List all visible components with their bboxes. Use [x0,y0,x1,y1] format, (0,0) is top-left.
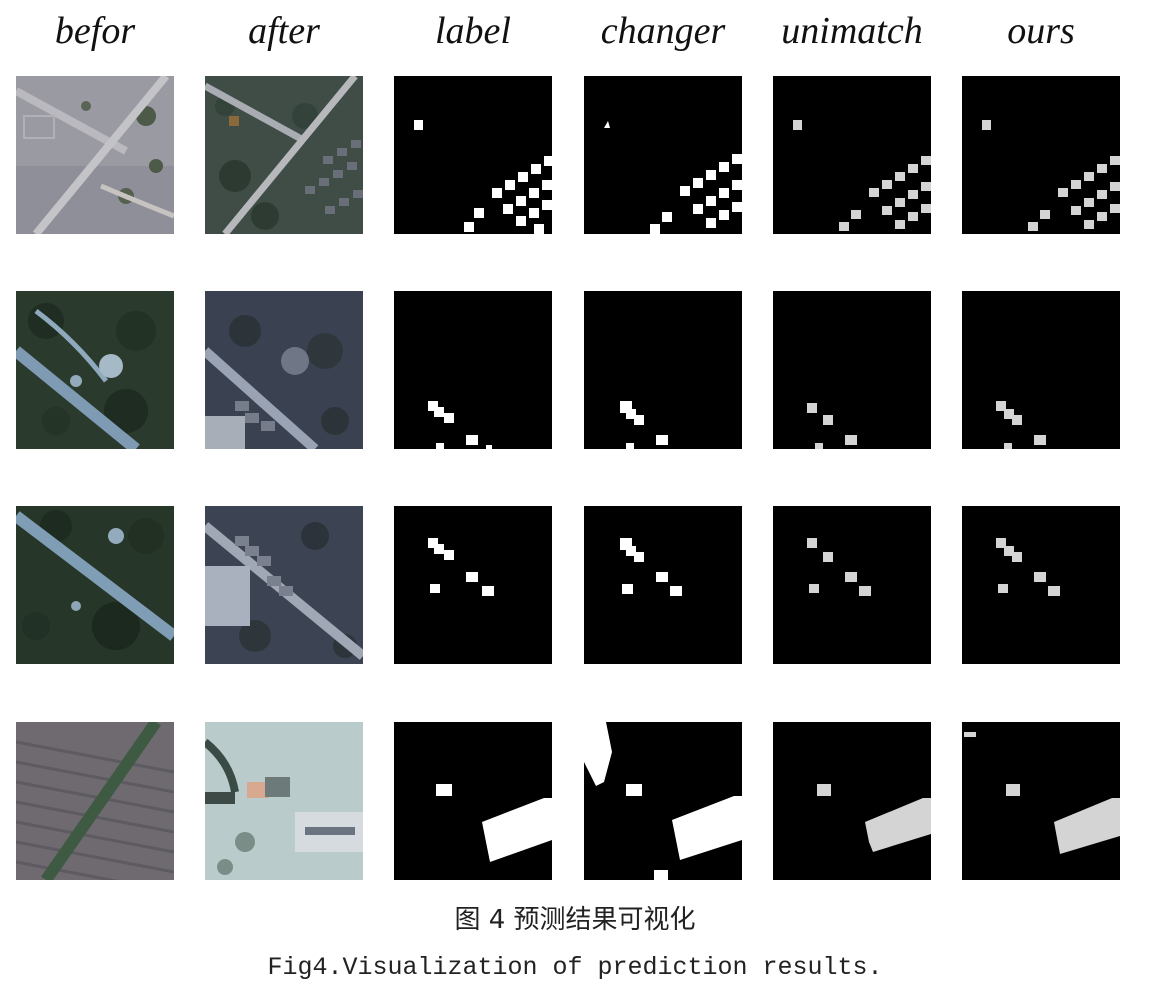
before-image-row-3 [16,506,174,664]
after-image-row-4 [205,722,363,880]
column-title-after: after [248,10,320,52]
after-image-row-1 [205,76,363,234]
changer-mask-row-1 [584,76,742,234]
unimatch-mask-row-3 [773,506,931,664]
column-title-changer: changer [600,10,726,52]
changer-mask-row-2 [584,291,742,449]
ours-mask-row-2 [962,291,1120,449]
label-mask-row-1 [394,76,552,234]
figure-caption-chinese: 图 4 预测结果可视化 [454,905,696,935]
column-title-unimatch: unimatch [781,10,923,52]
after-image-row-2 [205,291,363,449]
column-title-label: label [435,10,511,52]
column-title-ours: ours [1007,10,1075,52]
figure-caption-english: Fig4.Visualization of prediction results… [267,953,883,982]
result-grid [16,76,1120,880]
unimatch-mask-row-1 [773,76,931,234]
after-image-row-3 [205,506,363,664]
label-mask-row-3 [394,506,552,664]
label-mask-row-4 [394,722,552,880]
label-mask-row-2 [394,291,552,449]
changer-mask-row-3 [584,506,742,664]
ours-mask-row-4 [962,722,1120,880]
unimatch-mask-row-2 [773,291,931,449]
unimatch-mask-row-4 [773,722,931,880]
ours-mask-row-1 [962,76,1120,234]
column-title-befor: befor [54,10,136,52]
before-image-row-4 [16,722,174,880]
ours-mask-row-3 [962,506,1120,664]
before-image-row-2 [16,291,174,449]
column-header: befor after label changer unimatch ours [0,8,1150,56]
before-image-row-1 [16,76,174,234]
changer-mask-row-4 [584,722,742,880]
